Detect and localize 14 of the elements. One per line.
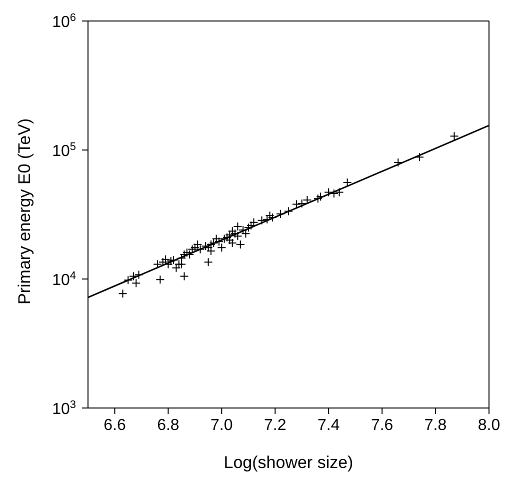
x-axis-title: Log(shower size) bbox=[224, 453, 354, 472]
x-tick-label: 6.8 bbox=[157, 417, 180, 434]
y-tick-label: 10$^{5}$ bbox=[52, 141, 76, 160]
y-axis-title: Primary energy E0 (TeV) bbox=[15, 118, 34, 304]
x-tick-label: 8.0 bbox=[478, 417, 500, 434]
y-tick-label: 10$^{6}$ bbox=[52, 12, 76, 31]
x-tick-label: 6.6 bbox=[104, 417, 126, 434]
x-tick-label: 7.8 bbox=[424, 417, 447, 434]
x-tick-label: 7.6 bbox=[370, 417, 394, 434]
y-tick-label: 10$^{4}$ bbox=[52, 270, 76, 289]
y-tick-label: 10$^{3}$ bbox=[52, 399, 76, 418]
x-tick-label: 7.2 bbox=[264, 417, 286, 434]
x-tick-label: 7.4 bbox=[317, 417, 340, 434]
x-tick-label: 7.0 bbox=[210, 417, 233, 434]
